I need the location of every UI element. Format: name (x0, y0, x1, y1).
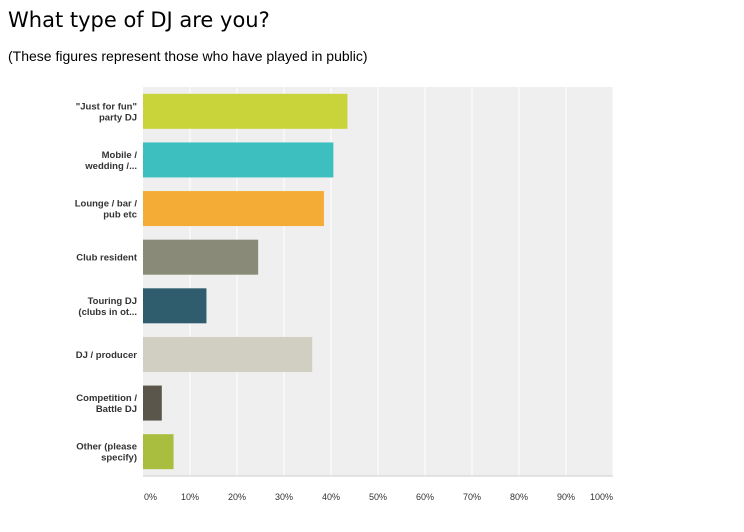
category-label: Competition / Battle DJ (76, 393, 137, 415)
x-tick-label: 70% (463, 492, 481, 502)
category-label: Touring DJ (clubs in ot... (78, 296, 137, 318)
x-tick-label: 80% (510, 492, 528, 502)
category-label: "Just for fun" party DJ (76, 101, 137, 123)
category-label-line: Touring DJ (88, 296, 137, 307)
x-tick-label: 30% (275, 492, 293, 502)
x-tick-label: 50% (369, 492, 387, 502)
chart-subtitle: (These figures represent those who have … (8, 48, 368, 64)
category-label-line: wedding /... (84, 161, 137, 172)
category-label-line: pub etc (103, 210, 137, 221)
category-label-line: specify) (101, 453, 137, 464)
gridlines (143, 87, 614, 477)
category-label-line: Mobile / (102, 150, 138, 161)
x-tick-label: 20% (228, 492, 246, 502)
bar (143, 191, 324, 227)
bars (143, 93, 348, 470)
x-tick-label: 0% (144, 492, 157, 502)
category-label-line: Club resident (76, 253, 138, 264)
category-label-line: "Just for fun" (76, 101, 137, 112)
category-label-line: Battle DJ (96, 404, 137, 415)
category-label: Other (please specify) (76, 442, 137, 464)
x-axis-ticks: 0% 10% 20% 30% 40% 50% 60% 70% 80% 90% 100% (144, 492, 613, 502)
category-label: DJ / producer (76, 350, 138, 361)
category-label: Lounge / bar / pub etc (75, 199, 138, 221)
x-tick-label: 60% (416, 492, 434, 502)
category-label-line: Other (please (76, 442, 137, 453)
category-label-line: Lounge / bar / (75, 199, 138, 210)
category-label: Club resident (76, 253, 138, 264)
x-tick-label: 10% (181, 492, 199, 502)
bar (143, 288, 207, 324)
bar (143, 93, 348, 129)
x-tick-label: 100% (590, 492, 613, 502)
chart-title: What type of DJ are you? (8, 8, 270, 32)
category-labels: "Just for fun" party DJ Mobile / wedding /.… (75, 101, 138, 463)
bar (143, 434, 174, 470)
bar (143, 385, 162, 421)
bar (143, 142, 334, 178)
x-tick-label: 40% (322, 492, 340, 502)
category-label-line: DJ / producer (76, 350, 138, 361)
category-label-line: Competition / (76, 393, 137, 404)
category-label-line: party DJ (99, 112, 137, 123)
category-label-line: (clubs in ot... (78, 307, 137, 318)
bar (143, 239, 259, 275)
category-label: Mobile / wedding /... (84, 150, 137, 172)
x-tick-label: 90% (557, 492, 575, 502)
bar (143, 336, 313, 372)
